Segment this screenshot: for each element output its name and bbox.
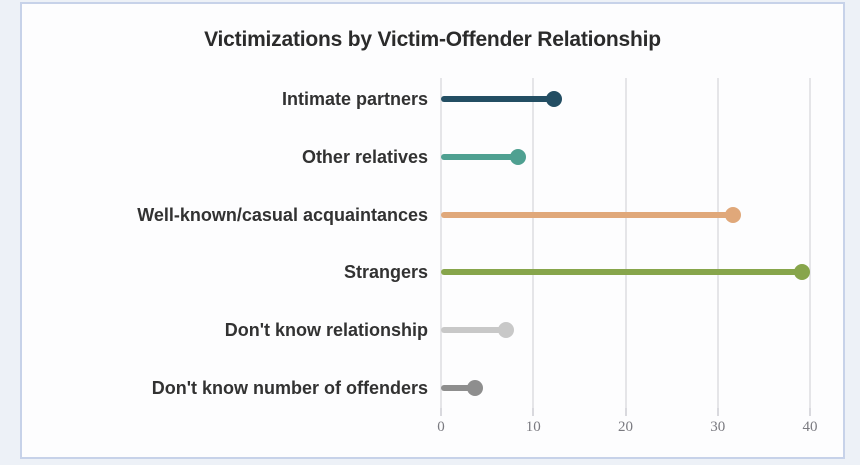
- gridline: [716, 78, 719, 408]
- category-label: Other relatives: [301, 147, 428, 167]
- lollipop-stem: [441, 269, 802, 275]
- lollipop-stem: [441, 385, 476, 391]
- lollipop-dot: [545, 91, 562, 107]
- gridline: [440, 78, 442, 408]
- gridline: [809, 78, 811, 408]
- lollipop-stem: [441, 154, 518, 160]
- axis-tick: [716, 408, 719, 416]
- lollipop-dot: [724, 207, 741, 223]
- axis-tick: [809, 408, 811, 416]
- lollipop-dot: [467, 380, 484, 396]
- gridline: [532, 78, 535, 408]
- category-label: Don't know relationship: [224, 320, 428, 340]
- category-label: Well-known/casual acquaintances: [137, 205, 428, 225]
- lollipop-dot: [509, 149, 526, 165]
- axis-tick-label: 20: [618, 419, 633, 435]
- lollipop-stem: [441, 212, 733, 218]
- lollipop-stem: [441, 96, 554, 102]
- axis-tick: [624, 408, 627, 416]
- axis-tick-label: 10: [525, 419, 541, 435]
- chart-card: [20, 2, 845, 459]
- category-label: Intimate partners: [281, 89, 428, 109]
- category-label: Don't know number of offenders: [151, 378, 428, 398]
- chart-title: Victimizations by Victim-Offender Relati…: [204, 28, 661, 51]
- lollipop-stem: [441, 327, 506, 333]
- axis-tick-label: 0: [437, 419, 445, 435]
- lollipop-dot: [497, 322, 514, 338]
- category-label: Strangers: [343, 262, 428, 282]
- axis-tick: [440, 408, 442, 416]
- axis-tick-label: 30: [710, 419, 726, 435]
- axis-tick-label: 40: [802, 419, 818, 435]
- gridline: [624, 78, 627, 408]
- axis-tick: [532, 408, 535, 416]
- lollipop-dot: [793, 264, 810, 280]
